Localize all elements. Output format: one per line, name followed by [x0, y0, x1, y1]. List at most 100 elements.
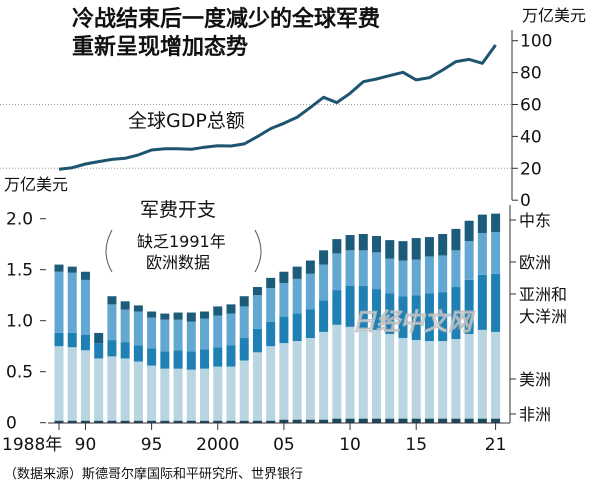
bar-segment — [464, 418, 474, 423]
bar-segment — [107, 296, 117, 305]
bar-segment — [451, 228, 461, 251]
bar-segment — [213, 366, 223, 421]
stacked-bars — [54, 213, 501, 423]
bar-segment — [477, 418, 487, 423]
bar-segment — [345, 326, 355, 419]
bar-segment — [385, 240, 395, 259]
bar-segment — [252, 328, 262, 353]
bar-segment — [160, 420, 170, 423]
bar-segment — [372, 236, 382, 253]
bar-2011 — [358, 234, 368, 423]
bar-segment — [226, 313, 236, 346]
bar-segment — [358, 286, 368, 329]
gdp-points — [58, 44, 496, 170]
bar-segment — [292, 266, 302, 279]
bar-segment — [411, 418, 421, 423]
bar-segment — [424, 418, 434, 423]
bar-segment — [200, 349, 210, 369]
bar-segment — [94, 420, 104, 423]
bar-2001 — [226, 304, 236, 423]
annotation-line-1: 缺乏1991年 — [137, 232, 226, 251]
bar-1996 — [160, 313, 170, 423]
bar-segment — [451, 250, 461, 288]
bar-segment — [305, 309, 315, 339]
legend-label: 大洋洲 — [519, 307, 567, 326]
bar-segment — [173, 319, 183, 351]
bar-1989 — [67, 266, 77, 423]
bar-segment — [186, 351, 196, 370]
bar-2010 — [345, 235, 355, 423]
bar-x-tick-label: 90 — [75, 435, 97, 455]
gdp-series-label: 全球GDP总额 — [128, 110, 245, 132]
annotation-left-bracket — [105, 229, 113, 273]
bar-segment — [332, 418, 342, 423]
bar-chart-title: 军费开支 — [140, 199, 216, 221]
bar-segment — [411, 340, 421, 419]
bar-2009 — [332, 239, 342, 423]
bar-segment — [107, 304, 117, 341]
gdp-tick-label: 0 — [520, 191, 531, 211]
bar-segment — [54, 420, 64, 423]
bar-segment — [173, 350, 183, 369]
bar-segment — [319, 300, 329, 332]
bar-2004 — [266, 277, 276, 423]
bar-segment — [319, 331, 329, 420]
bar-segment — [200, 420, 210, 423]
bar-segment — [107, 356, 117, 421]
bar-segment — [266, 277, 276, 289]
bar-segment — [67, 420, 77, 423]
bar-segment — [491, 418, 501, 423]
bar-segment — [67, 266, 77, 273]
bar-x-tick-label: 05 — [273, 435, 295, 455]
bar-segment — [200, 318, 210, 350]
bar-segment — [358, 418, 368, 423]
bar-segment — [477, 274, 487, 330]
bar-segment — [80, 350, 90, 421]
bar-segment — [94, 332, 104, 344]
legend-label: 亚洲和 — [519, 285, 567, 304]
bar-segment — [252, 287, 262, 296]
bar-2002 — [239, 296, 249, 423]
bar-segment — [173, 312, 183, 320]
bar-segment — [239, 360, 249, 421]
bar-1995 — [147, 311, 157, 423]
bar-segment — [147, 365, 157, 421]
bar-segment — [160, 368, 170, 421]
bar-x-tick-label: 2000 — [196, 435, 239, 455]
bar-segment — [451, 287, 461, 340]
legend-label: 非洲 — [519, 405, 551, 424]
bar-segment — [345, 235, 355, 251]
bar-segment — [385, 293, 395, 334]
bar-segment — [239, 296, 249, 307]
bar-segment — [94, 343, 104, 359]
bar-segment — [424, 237, 434, 257]
bar-segment — [120, 358, 130, 421]
bar-segment — [332, 290, 342, 325]
bar-segment — [80, 271, 90, 280]
bar-segment — [133, 311, 143, 346]
bar-segment — [398, 338, 408, 419]
bar-segment — [147, 317, 157, 349]
bar-tick-label: 2.0 — [6, 210, 33, 230]
bar-segment — [424, 256, 434, 294]
bar-segment — [477, 214, 487, 233]
bar-segment — [226, 345, 236, 367]
watermark: 日经中文网 — [352, 308, 476, 336]
bar-segment — [54, 346, 64, 421]
bar-segment — [411, 259, 421, 296]
gdp-tick-label: 100 — [520, 32, 552, 52]
bar-segment — [239, 306, 249, 339]
bar-1998 — [186, 312, 196, 423]
bar-2017 — [438, 234, 448, 423]
bar-segment — [186, 321, 196, 352]
military-bar-chart: 万亿美元 0 0.5 1.0 1.5 2.0 1988年 90 95 2000 05 10 15 21… — [2, 175, 567, 455]
bar-segment — [226, 420, 236, 423]
bar-segment — [464, 241, 474, 280]
bar-segment — [385, 258, 395, 294]
bar-segment — [438, 292, 448, 342]
bar-segment — [54, 332, 64, 347]
bar-segment — [186, 312, 196, 322]
bar-segment — [464, 333, 474, 419]
bar-segment — [186, 420, 196, 423]
